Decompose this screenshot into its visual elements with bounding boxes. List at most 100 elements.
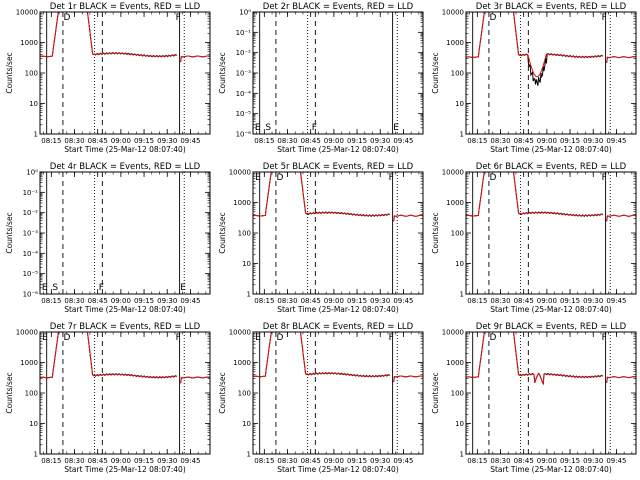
x-axis-label: Start Time (25-Mar-12 08:07:40) [64,305,186,314]
x-tick-label: 09:30 [157,457,177,465]
plot-area [466,172,636,294]
event-marker-label: E [42,283,48,293]
event-marker-label: F [389,333,394,343]
x-tick-label: 08:45 [88,297,108,305]
series-lld-line [40,12,210,63]
y-axis-label: Counts/sec [5,372,14,413]
x-tick-label: 08:30 [490,137,510,145]
y-tick-label: 1000 [233,199,251,207]
x-tick-label: 08:45 [514,137,534,145]
x-tick-label: 09:45 [180,137,200,145]
x-axis-label: Start Time (25-Mar-12 08:07:40) [490,465,612,474]
panel-frame [465,331,637,455]
x-tick-label: 09:15 [134,137,154,145]
x-axis-label: Start Time (25-Mar-12 08:07:40) [277,305,399,314]
x-axis: 08:15 08:30 08:45 09:00 09:15 09:30 09:45 [254,172,420,305]
x-tick-label: 08:45 [88,457,108,465]
panel-frame [465,171,637,295]
x-tick-label: 09:00 [324,297,344,305]
panel-title: Det 4r BLACK = Events, RED = LLD [50,162,201,172]
y-tick-label: 10⁻¹ [236,29,252,37]
event-marker-label: D [63,13,70,23]
y-tick-label: 10⁻³ [236,70,252,78]
panel-frame [465,11,637,135]
y-axis-label: Counts/sec [431,52,440,93]
x-tick-label: 08:15 [467,457,487,465]
x-tick-label: 09:00 [537,457,557,465]
x-tick-label: 08:30 [64,137,84,145]
y-tick-label: 10 [29,420,38,428]
detector-panel-5: Det 5r BLACK = Events, RED = LLD 1 10 100 10… [218,162,424,314]
x-tick-label: 09:45 [393,457,413,465]
detector-panel-6: Det 6r BLACK = Events, RED = LLD 1 10 100 10… [431,162,637,314]
y-tick-label: 10⁻³ [23,230,39,238]
y-axis-label: Counts/sec [5,212,14,253]
plot-area [46,172,185,294]
panel-title: Det 2r BLACK = Events, RED = LLD [263,2,414,12]
x-tick-label: 09:45 [180,457,200,465]
x-tick-label: 08:30 [277,297,297,305]
y-axis: 1 10 100 1000 10000 [16,329,210,459]
event-marker-label: E [180,283,186,293]
x-tick-label: 09:15 [134,457,154,465]
event-marker-label: E [255,123,261,133]
y-axis: 1 10 100 1000 10000 [442,329,636,459]
y-tick-label: 10⁻² [23,209,39,217]
y-tick-label: 10⁻² [236,49,252,57]
x-tick-label: 09:45 [606,297,626,305]
panel-frame [252,11,424,135]
y-tick-label: 10000 [229,329,251,337]
panel-frame [39,171,211,295]
x-tick-label: 09:15 [347,137,367,145]
event-marker-label: F [99,283,104,293]
panel-title: Det 6r BLACK = Events, RED = LLD [476,162,627,172]
x-tick-label: 08:15 [254,457,274,465]
plot-area [259,12,398,134]
y-axis: 1 10 100 1000 10000 [16,9,210,139]
x-tick-label: 08:45 [301,297,321,305]
x-tick-label: 09:30 [370,457,390,465]
y-tick-label: 1000 [233,359,251,367]
x-tick-label: 08:15 [254,137,274,145]
x-tick-label: 09:00 [537,137,557,145]
y-tick-label: 100 [238,230,251,238]
y-tick-label: 10⁻⁶ [236,131,252,139]
x-axis-label: Start Time (25-Mar-12 08:07:40) [64,465,186,474]
x-tick-label: 09:15 [347,457,367,465]
x-tick-label: 09:00 [324,457,344,465]
event-marker-label: D [276,333,283,343]
y-tick-label: 100 [238,390,251,398]
x-tick-label: 09:00 [111,457,131,465]
detector-panel-4: Det 4r BLACK = Events, RED = LLD10⁰10⁻¹1… [5,162,211,314]
x-tick-label: 08:45 [88,137,108,145]
x-axis: 08:15 08:30 08:45 09:00 09:15 09:30 09:45 [254,12,420,145]
event-marker-label: E [42,333,48,343]
event-marker-label: F [312,123,317,133]
event-marker-label: F [176,13,181,23]
y-tick-label: 1000 [446,359,464,367]
x-tick-label: 08:15 [41,137,61,145]
y-tick-label: 10 [242,420,251,428]
y-tick-label: 10⁻⁶ [23,291,39,299]
event-marker-label: S [265,123,271,133]
y-axis: 10⁰ 10⁻¹ 10⁻² 10⁻³ 10⁻⁴ 10⁻⁵ 10⁻⁶ [236,9,423,139]
y-tick-label: 10000 [442,9,464,17]
y-tick-label: 10000 [16,9,38,17]
y-tick-label: 1000 [20,359,38,367]
event-marker-label: E [255,333,261,343]
x-axis: 08:15 08:30 08:45 09:00 09:15 09:30 09:45 [467,12,633,145]
x-tick-label: 09:30 [370,297,390,305]
event-marker-label: E [255,173,261,183]
y-tick-label: 100 [451,230,464,238]
x-tick-label: 09:00 [324,137,344,145]
x-axis: 08:15 08:30 08:45 09:00 09:15 09:30 09:45 [467,332,633,465]
x-tick-label: 09:30 [370,137,390,145]
y-tick-label: 10 [455,100,464,108]
y-axis: 1 10 100 1000 10000 [229,169,423,299]
x-tick-label: 09:15 [347,297,367,305]
detector-panel-7: Det 7r BLACK = Events, RED = LLD 1 10 100 10… [5,322,211,474]
x-tick-label: 09:30 [583,137,603,145]
x-tick-label: 08:15 [467,137,487,145]
y-tick-label: 10000 [442,329,464,337]
x-tick-label: 09:15 [134,297,154,305]
